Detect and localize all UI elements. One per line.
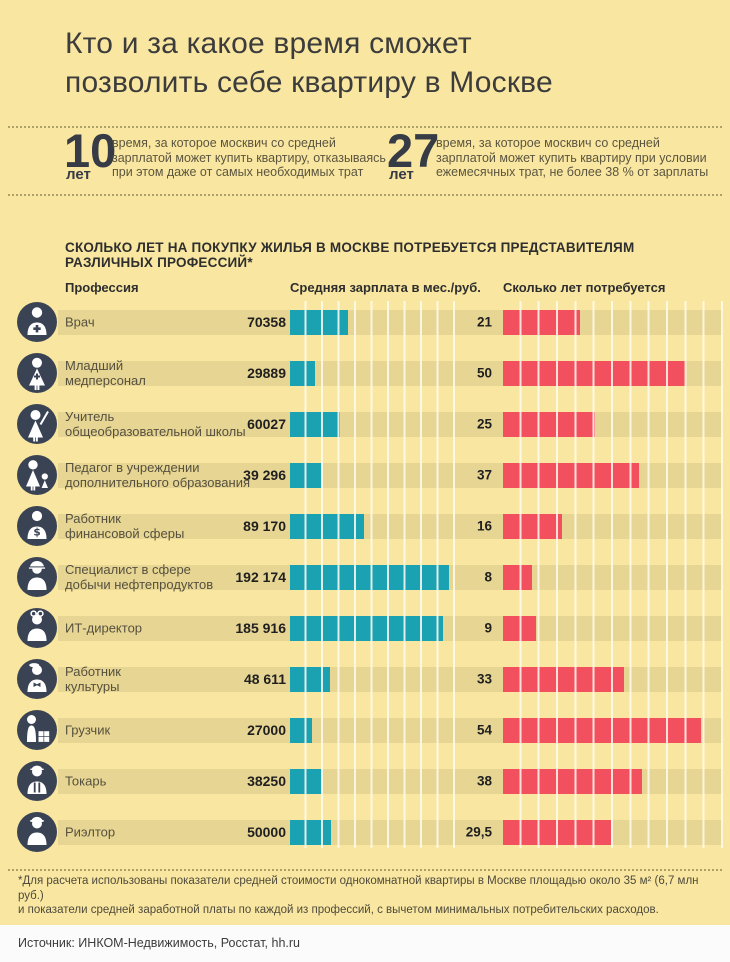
salary-bar xyxy=(290,819,332,845)
profession-label: Учитель общеобразовательной школы xyxy=(65,409,246,439)
years-value: 50 xyxy=(476,365,492,381)
svg-text:$: $ xyxy=(33,527,40,539)
years-value: 9 xyxy=(484,620,492,636)
divider-footnote xyxy=(8,869,722,871)
page-title-line2: позволить себе квартиру в Москве xyxy=(65,66,553,99)
finance-icon: $ xyxy=(17,506,57,546)
salary-value: 185 916 xyxy=(235,620,286,636)
years-value: 38 xyxy=(476,773,492,789)
years-value: 54 xyxy=(476,722,492,738)
divider-top xyxy=(8,126,722,128)
years-bar xyxy=(503,819,612,845)
page-title: Кто и за какое время сможет позволить се… xyxy=(65,24,685,102)
salary-value: 192 174 xyxy=(235,569,286,585)
doctor-icon xyxy=(17,302,57,342)
years-bar xyxy=(503,615,536,641)
profession-label: Младший медперсонал xyxy=(65,358,146,388)
section-heading: СКОЛЬКО ЛЕТ НА ПОКУПКУ ЖИЛЬЯ В МОСКВЕ ПО… xyxy=(65,240,635,270)
stat-27-description: время, за которое москвич со средней зар… xyxy=(436,136,709,179)
years-bar xyxy=(503,768,643,794)
salary-value: 48 611 xyxy=(243,671,286,687)
salary-value: 89 170 xyxy=(243,518,286,534)
years-value: 16 xyxy=(476,518,492,534)
column-header-profession: Профессия xyxy=(65,280,139,295)
years-bar xyxy=(503,564,533,590)
salary-bar xyxy=(290,309,348,335)
salary-bar xyxy=(290,666,331,692)
years-bar xyxy=(503,309,580,335)
years-value: 25 xyxy=(476,416,492,432)
salary-bar xyxy=(290,360,315,386)
nurse-icon xyxy=(17,353,57,393)
salary-bar xyxy=(290,717,313,743)
salary-value: 70358 xyxy=(247,314,286,330)
realtor-icon xyxy=(17,812,57,852)
teacher-icon xyxy=(17,404,57,444)
years-bar xyxy=(503,462,639,488)
salary-bar xyxy=(290,768,322,794)
source-band: Источник: ИНКОМ-Недвижимость, Росстат, h… xyxy=(0,925,730,962)
profession-label: Специалист в сфере добычи нефтепродуктов xyxy=(65,562,214,592)
row-track xyxy=(58,819,723,845)
profession-label: Токарь xyxy=(65,773,107,789)
profession-label: Работник финансовой сферы xyxy=(65,511,185,541)
oil-worker-icon xyxy=(17,557,57,597)
years-bar xyxy=(503,360,687,386)
page-title-line1: Кто и за какое время сможет xyxy=(65,27,472,60)
loader-icon xyxy=(17,710,57,750)
column-header-salary: Средняя зарплата в мес./руб. xyxy=(290,280,481,295)
divider-stats-bottom xyxy=(8,194,722,196)
profession-label: Грузчик xyxy=(65,722,111,738)
years-bar xyxy=(503,717,701,743)
years-bar xyxy=(503,513,562,539)
turner-icon xyxy=(17,761,57,801)
salary-value: 50000 xyxy=(247,824,286,840)
salary-value: 27000 xyxy=(247,722,286,738)
it-director-icon xyxy=(17,608,57,648)
profession-label: ИТ-директор xyxy=(65,620,143,636)
salary-value: 39 296 xyxy=(243,467,286,483)
row-track xyxy=(58,309,723,335)
years-value: 29,5 xyxy=(465,824,492,840)
years-bar xyxy=(503,411,595,437)
salary-value: 29889 xyxy=(247,365,286,381)
salary-bar xyxy=(290,513,364,539)
footnote: *Для расчета использованы показатели сре… xyxy=(18,875,699,916)
years-value: 21 xyxy=(476,314,492,330)
profession-label: Риэлтор xyxy=(65,824,116,840)
stat-10-description: время, за которое москвич со средней зар… xyxy=(112,136,386,179)
years-value: 37 xyxy=(476,467,492,483)
salary-bar xyxy=(290,462,323,488)
source-text: Источник: ИНКОМ-Недвижимость, Росстат, h… xyxy=(18,936,300,950)
years-bar xyxy=(503,666,624,692)
salary-value: 38250 xyxy=(247,773,286,789)
salary-bar xyxy=(290,564,449,590)
column-header-years: Сколько лет потребуется xyxy=(503,280,666,295)
stat-10-value: 10 xyxy=(64,124,117,177)
profession-label: Работник культуры xyxy=(65,664,121,694)
culture-icon xyxy=(17,659,57,699)
profession-label: Врач xyxy=(65,314,95,330)
years-value: 33 xyxy=(476,671,492,687)
salary-value: 60027 xyxy=(247,416,286,432)
stat-10-unit: лет xyxy=(66,166,91,183)
profession-label: Педагог в учреждении дополнительного обр… xyxy=(65,460,251,490)
salary-bar xyxy=(290,411,340,437)
stat-27-unit: лет xyxy=(389,166,414,183)
years-value: 8 xyxy=(484,569,492,585)
stat-27-value: 27 xyxy=(387,124,440,177)
pedagog-icon xyxy=(17,455,57,495)
salary-bar xyxy=(290,615,444,641)
